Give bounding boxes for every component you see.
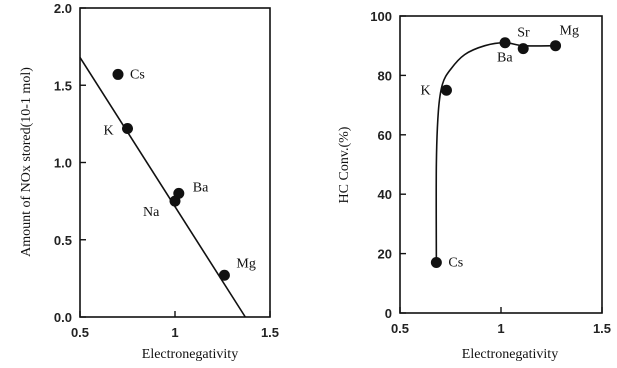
left-x-axis-title: Electronegativity bbox=[142, 347, 238, 362]
left-x-tick-label: 1.5 bbox=[261, 325, 279, 340]
right-y-tick-label: 100 bbox=[370, 9, 392, 24]
right-point-ba bbox=[499, 37, 511, 49]
left-point-label-na: Na bbox=[143, 205, 160, 220]
right-y-tick-label: 80 bbox=[378, 68, 392, 83]
right-x-tick-label: 0.5 bbox=[391, 321, 409, 336]
left-point-label-k: K bbox=[104, 124, 114, 139]
right-x-tick-label: 1.5 bbox=[593, 321, 611, 336]
left-point-label-cs: Cs bbox=[130, 67, 145, 82]
left-fit-line bbox=[79, 57, 246, 318]
left-point-mg bbox=[218, 269, 230, 281]
left-point-k bbox=[122, 123, 133, 135]
left-point-cs bbox=[112, 68, 124, 80]
left-y-tick-label: 2.0 bbox=[54, 1, 72, 16]
left-x-tick-label: 1 bbox=[171, 325, 178, 340]
left-y-tick-label: 0.0 bbox=[54, 310, 72, 325]
right-point-label-k: K bbox=[420, 83, 430, 98]
right-y-tick-label: 40 bbox=[378, 187, 392, 202]
left-x-tick-label: 0.5 bbox=[71, 325, 89, 340]
hc-conversion-chart: 0.5 1 1.5 0 20 40 60 80 100 Cs K Ba Sr Mg Electroneg… bbox=[337, 9, 611, 362]
right-y-axis-title: HC Conv.(%) bbox=[337, 126, 352, 203]
right-point-label-cs: Cs bbox=[448, 256, 463, 271]
left-y-tick-label: 1.0 bbox=[54, 156, 72, 171]
left-point-label-ba: Ba bbox=[193, 180, 209, 195]
right-point-k bbox=[440, 84, 452, 96]
right-y-tick-label: 20 bbox=[378, 247, 392, 262]
left-y-tick-label: 1.5 bbox=[54, 78, 72, 93]
right-point-label-mg: Mg bbox=[560, 24, 579, 39]
right-y-tick-label: 0 bbox=[385, 306, 392, 321]
right-point-cs bbox=[430, 257, 442, 269]
left-y-tick-label: 0.5 bbox=[54, 233, 72, 248]
right-point-sr bbox=[517, 43, 529, 55]
right-x-tick-label: 1 bbox=[497, 321, 504, 336]
left-point-label-mg: Mg bbox=[236, 256, 255, 271]
left-y-axis-title: Amount of NOx stored(10-1 mol) bbox=[19, 67, 34, 257]
right-point-mg bbox=[550, 40, 562, 52]
left-point-ba bbox=[173, 187, 185, 199]
right-trend-curve bbox=[435, 41, 556, 263]
right-point-label-sr: Sr bbox=[517, 26, 530, 41]
right-point-label-ba: Ba bbox=[497, 51, 513, 66]
right-y-tick-label: 60 bbox=[378, 128, 392, 143]
right-x-axis-title: Electronegativity bbox=[462, 347, 558, 362]
